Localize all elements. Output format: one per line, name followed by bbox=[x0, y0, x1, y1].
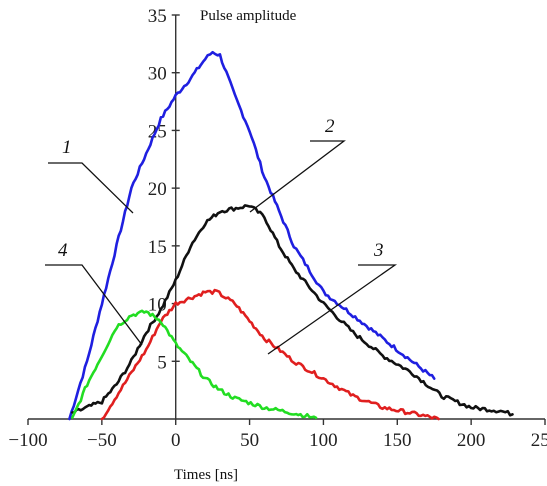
curve-4-leader bbox=[45, 264, 143, 346]
y-tick-label: 30 bbox=[148, 64, 167, 85]
chart-title: Pulse amplitude bbox=[200, 8, 297, 24]
series-2-line bbox=[71, 204, 514, 417]
y-tick-label: 10 bbox=[148, 295, 167, 316]
curve-3-leader bbox=[267, 264, 398, 355]
x-tick-label: −100 bbox=[8, 430, 47, 451]
series-1-line bbox=[68, 50, 436, 421]
x-tick-label: −50 bbox=[87, 430, 117, 451]
curve-2-label: 2 bbox=[325, 116, 335, 137]
curve-labels: 1 2 3 4 bbox=[45, 116, 398, 355]
x-tick-label: 150 bbox=[383, 430, 412, 451]
y-tick-label: 35 bbox=[148, 6, 167, 27]
curve-3-label: 3 bbox=[373, 240, 384, 261]
y-tick-label: 25 bbox=[148, 121, 167, 142]
curve-2-leader bbox=[249, 140, 346, 213]
curve-4-label: 4 bbox=[58, 240, 68, 261]
x-tick-label: 50 bbox=[240, 430, 259, 451]
x-tick-label: 250 bbox=[531, 430, 547, 451]
x-tick-label: 0 bbox=[171, 430, 181, 451]
x-tick-label: 200 bbox=[457, 430, 486, 451]
y-tick-label: 15 bbox=[148, 237, 167, 258]
series-layer bbox=[68, 50, 514, 421]
y-tick-label: 20 bbox=[148, 179, 167, 200]
curve-1-leader bbox=[48, 162, 134, 214]
x-axis-label: Times [ns] bbox=[174, 467, 238, 483]
series-4-line bbox=[71, 309, 318, 420]
y-tick-label: 5 bbox=[157, 352, 167, 373]
x-tick-label: 100 bbox=[309, 430, 338, 451]
axes: −100 −50 0 50 100 150 200 250 5 10 15 20 25 30 35 bbox=[8, 6, 547, 451]
series-3-line bbox=[100, 288, 440, 421]
curve-1-label: 1 bbox=[62, 137, 72, 158]
